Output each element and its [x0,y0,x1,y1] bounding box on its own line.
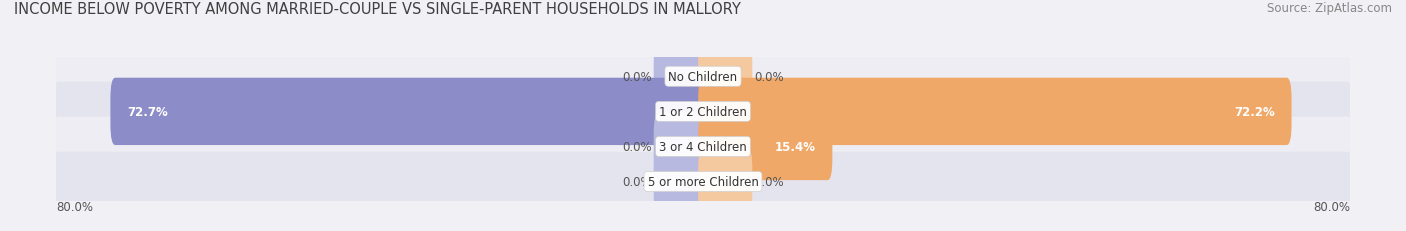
Text: Source: ZipAtlas.com: Source: ZipAtlas.com [1267,2,1392,15]
Text: INCOME BELOW POVERTY AMONG MARRIED-COUPLE VS SINGLE-PARENT HOUSEHOLDS IN MALLORY: INCOME BELOW POVERTY AMONG MARRIED-COUPL… [14,2,741,17]
FancyBboxPatch shape [55,152,1351,211]
Text: 3 or 4 Children: 3 or 4 Children [659,140,747,153]
Text: 1 or 2 Children: 1 or 2 Children [659,105,747,118]
Text: 80.0%: 80.0% [56,200,93,213]
FancyBboxPatch shape [111,78,707,146]
FancyBboxPatch shape [55,47,1351,107]
FancyBboxPatch shape [55,117,1351,176]
Text: No Children: No Children [668,70,738,83]
FancyBboxPatch shape [55,82,1351,142]
FancyBboxPatch shape [699,43,752,110]
FancyBboxPatch shape [699,148,752,215]
FancyBboxPatch shape [654,43,707,110]
FancyBboxPatch shape [699,113,832,180]
FancyBboxPatch shape [654,148,707,215]
Text: 72.2%: 72.2% [1234,105,1275,118]
Text: 0.0%: 0.0% [623,140,652,153]
Text: 0.0%: 0.0% [623,175,652,188]
Text: 80.0%: 80.0% [1313,200,1350,213]
Text: 5 or more Children: 5 or more Children [648,175,758,188]
FancyBboxPatch shape [699,78,1292,146]
Text: 0.0%: 0.0% [754,70,783,83]
Text: 72.7%: 72.7% [128,105,169,118]
Text: 0.0%: 0.0% [754,175,783,188]
FancyBboxPatch shape [654,113,707,180]
Text: 15.4%: 15.4% [775,140,815,153]
Text: 0.0%: 0.0% [623,70,652,83]
